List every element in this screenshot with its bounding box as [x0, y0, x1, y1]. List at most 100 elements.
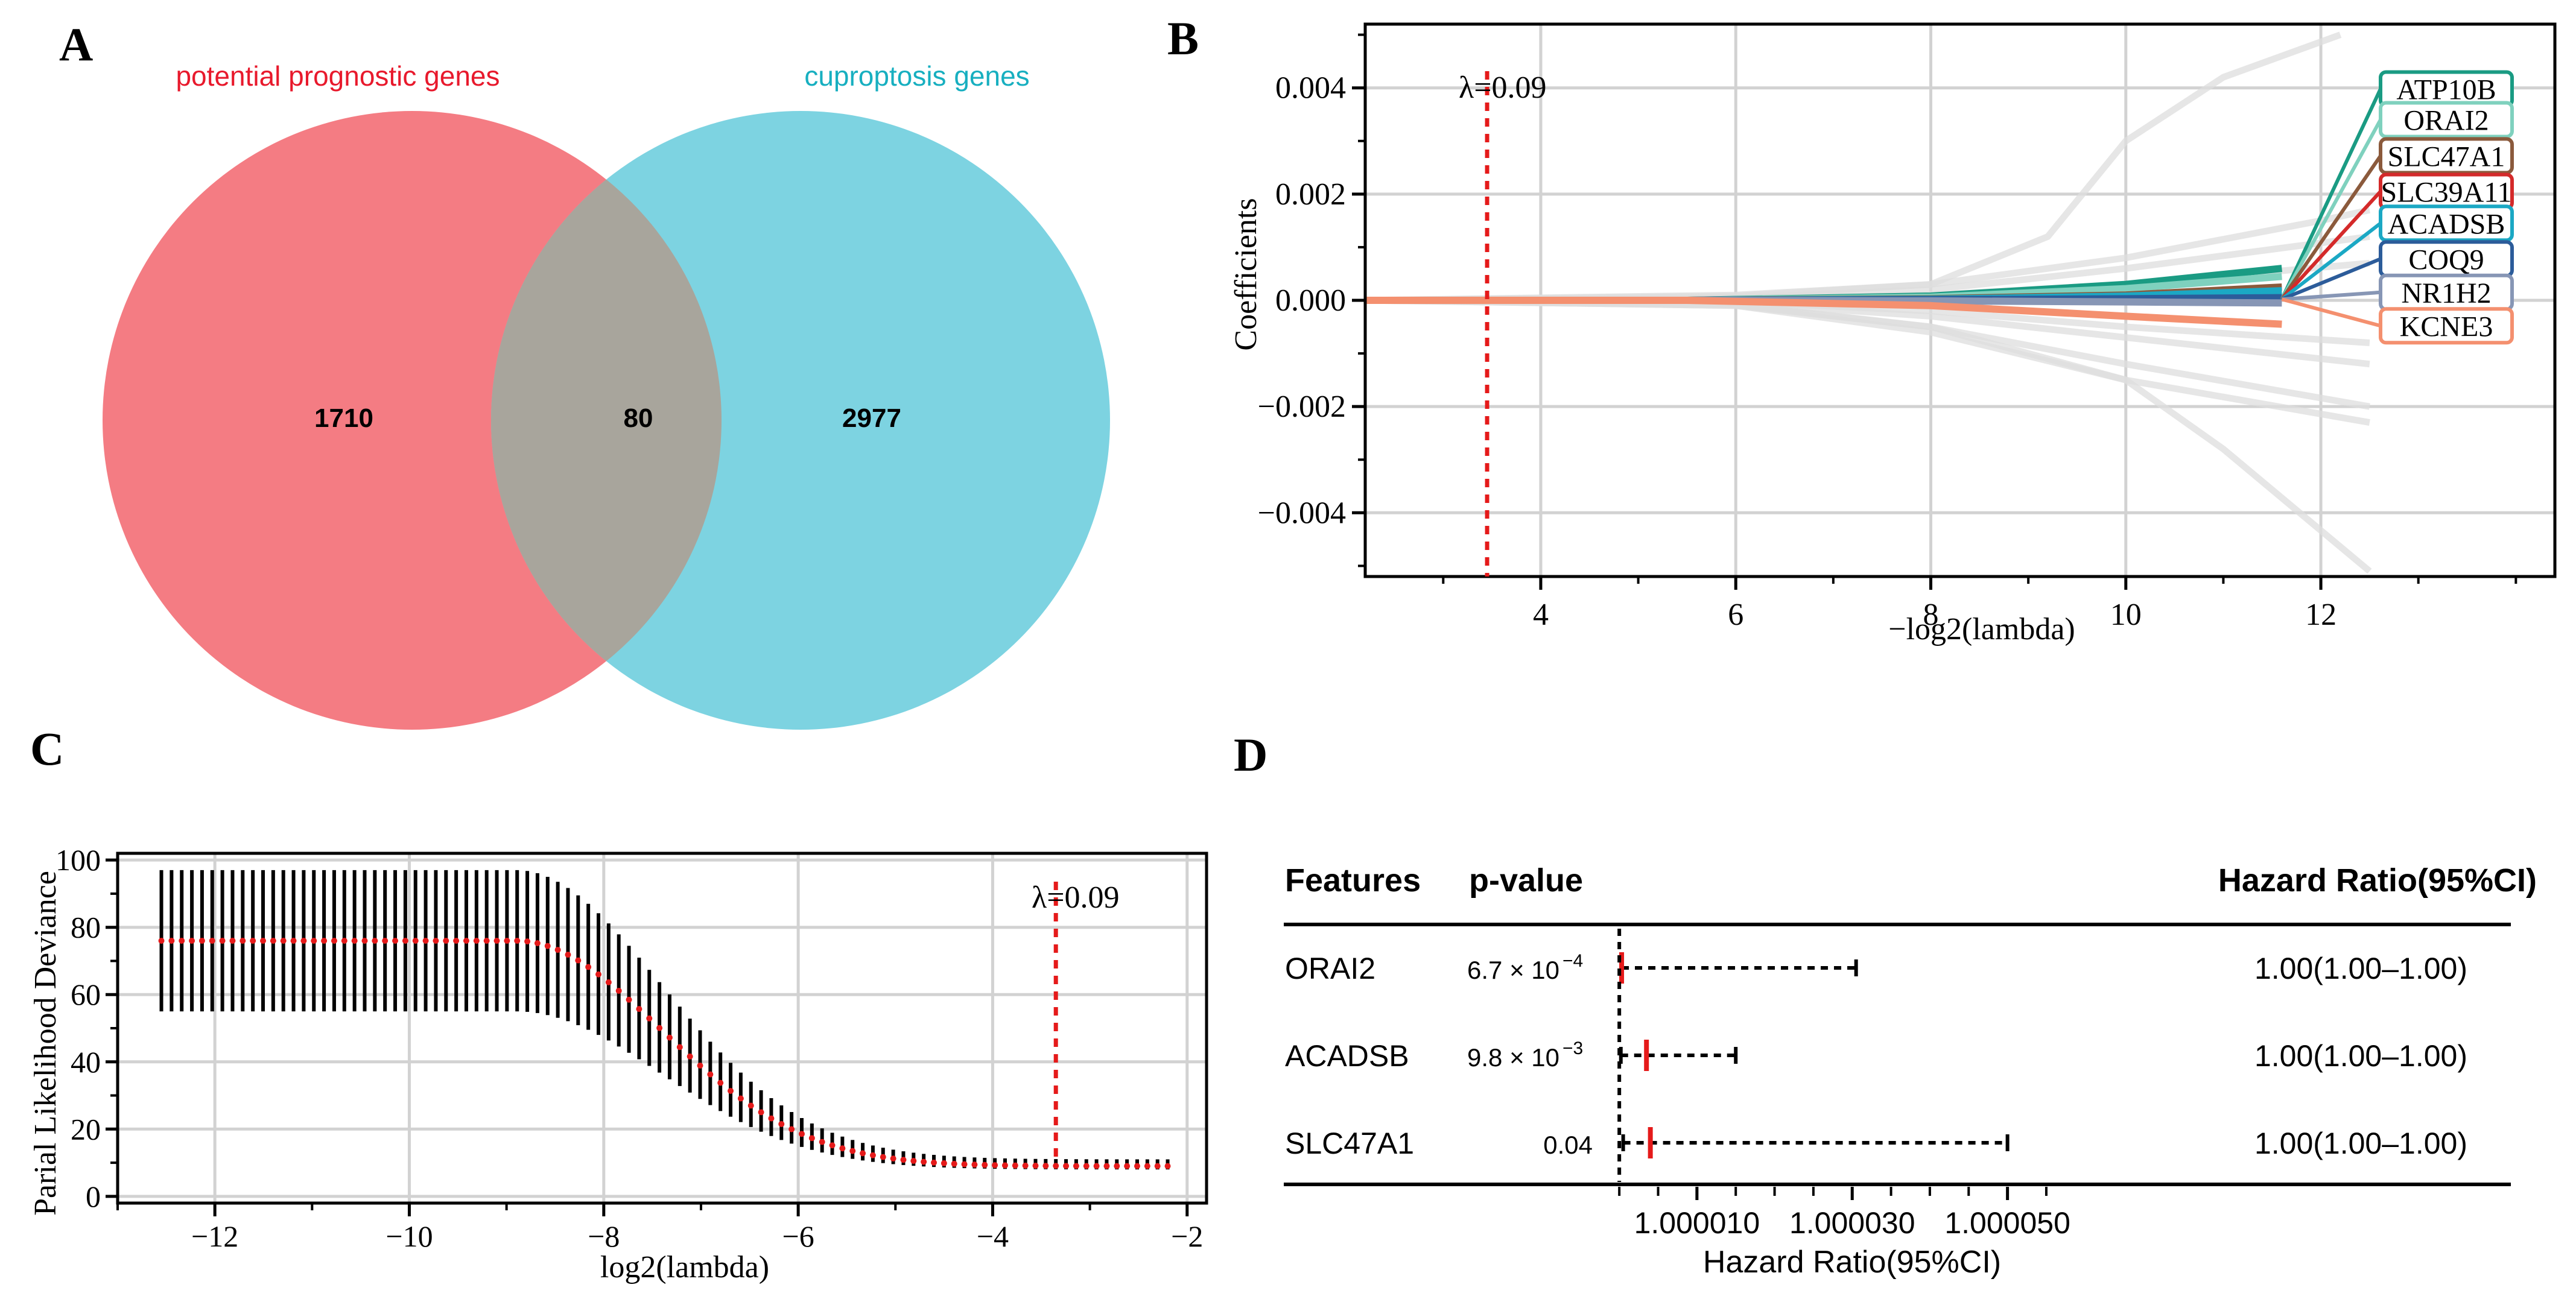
coef-label-slc47a1: SLC47A1	[2388, 141, 2505, 172]
cv-mean-point	[869, 1152, 876, 1158]
cv-mean-point	[1124, 1163, 1131, 1169]
cv-mean-point	[605, 979, 612, 985]
coef-label-leader	[2281, 257, 2382, 302]
coef-label-box	[2379, 101, 2514, 139]
coef-lambda-label: λ=0.09	[1459, 71, 1547, 105]
forest-hr-text: 1.00(1.00–1.00)	[2254, 1126, 2467, 1160]
cv-x-tick-label: −2	[1171, 1219, 1203, 1253]
cv-mean-point	[453, 938, 460, 944]
forest-p-exponent: −3	[1562, 1038, 1583, 1058]
forest-feature-name: SLC47A1	[1285, 1126, 1414, 1160]
cv-mean-point	[992, 1162, 998, 1169]
cv-mean-point	[737, 1095, 744, 1102]
forest-hr-text: 1.00(1.00–1.00)	[2254, 1039, 2467, 1073]
coef-label-kcne3: KCNE3	[2400, 311, 2493, 343]
coef-label-leader	[2280, 154, 2382, 300]
cv-mean-point	[1114, 1163, 1120, 1169]
cv-mean-point	[676, 1044, 683, 1051]
cv-y-tick-label: 0	[86, 1180, 101, 1213]
forest-header-pvalue: p-value	[1469, 862, 1583, 899]
cv-mean-point	[768, 1115, 775, 1122]
cv-grid	[118, 853, 1207, 1203]
cv-mean-point	[168, 938, 175, 944]
cv-mean-point	[158, 938, 165, 944]
cv-mean-point	[422, 938, 429, 944]
forest-p-value: 9.8 × 10	[1467, 1043, 1559, 1072]
cv-mean-point	[728, 1087, 734, 1094]
cv-y-tick-label: 100	[56, 843, 101, 877]
panel-b-coefficient-paths: B 4 6 8 10 12 −0.004 −0.002 0.000 0.002 0.004 λ=0…	[1167, 12, 2557, 646]
forest-rows: ORAI2 6.7 × 10 −4 1.00(1.00–1.00) ACADSB 9.8 …	[1285, 951, 2467, 1160]
cv-mean-point	[666, 1034, 673, 1041]
cv-mean-point	[1154, 1163, 1161, 1169]
cv-mean-point	[219, 938, 226, 944]
coef-x-tick-label: 8	[1923, 598, 1939, 632]
coef-label-box	[2379, 204, 2514, 242]
cv-mean-point	[443, 938, 449, 944]
cv-x-tick-label: −12	[191, 1219, 238, 1253]
coef-x-axis-title: −log2(lambda)	[1888, 612, 2075, 646]
cv-mean-point	[1083, 1163, 1090, 1169]
forest-p-value: 0.04	[1543, 1131, 1593, 1159]
cv-x-tick-label: −4	[977, 1219, 1009, 1253]
cv-mean-point	[1042, 1163, 1049, 1169]
cv-mean-point	[534, 940, 541, 946]
cv-mean-point	[758, 1109, 764, 1116]
cv-mean-point	[290, 938, 297, 944]
venn-intersection-count: 80	[624, 403, 653, 433]
cv-mean-point	[544, 943, 551, 949]
cv-mean-point	[351, 938, 358, 944]
cv-mean-point	[229, 938, 236, 944]
cv-mean-point	[463, 938, 469, 944]
cv-y-axis-title: Parial Likelihood Deviance	[28, 871, 63, 1216]
cv-mean-point	[707, 1071, 714, 1078]
coef-highlighted-paths	[1365, 265, 2283, 328]
cv-mean-point	[595, 971, 602, 978]
coef-label-coq9: COQ9	[2408, 244, 2484, 276]
panel-letter-d: D	[1234, 728, 1267, 781]
cv-mean-point	[524, 938, 531, 945]
cv-mean-point	[626, 996, 632, 1003]
coef-axes: 4 6 8 10 12 −0.004 −0.002 0.000 0.002 0.004	[1258, 33, 2517, 632]
cv-mean-point	[331, 938, 337, 944]
cv-mean-point	[717, 1079, 724, 1086]
cv-mean-point	[636, 1006, 642, 1013]
cv-mean-point	[209, 938, 215, 944]
venn-left-set-label: potential prognostic genes	[176, 60, 500, 92]
forest-p-exponent: −4	[1562, 951, 1583, 971]
coef-y-axis-title: Coefficients	[1229, 198, 1263, 350]
coef-label-box	[2379, 137, 2514, 175]
coef-background-path	[1365, 297, 2372, 574]
coef-label-leader	[2280, 88, 2382, 300]
cv-mean-point	[798, 1131, 805, 1137]
cv-mean-point	[951, 1160, 957, 1167]
cv-mean-point	[971, 1161, 978, 1168]
coef-label-leader	[2280, 119, 2382, 300]
coef-y-tick-label: 0.004	[1275, 71, 1346, 106]
cv-error-bars	[159, 870, 1170, 1170]
coef-background-path	[1365, 297, 2370, 410]
cv-mean-point	[311, 938, 317, 944]
panel-letter-c: C	[30, 722, 64, 775]
cv-mean-point	[402, 938, 408, 944]
cv-y-tick-label: 60	[71, 978, 101, 1011]
cv-mean-point	[1164, 1163, 1171, 1169]
cv-mean-point	[687, 1053, 693, 1060]
cv-mean-point	[1073, 1163, 1079, 1169]
cv-mean-point	[656, 1025, 663, 1031]
cv-mean-point	[1001, 1162, 1008, 1169]
coef-x-tick-label: 10	[2110, 598, 2142, 632]
cv-mean-point	[615, 987, 622, 994]
cv-mean-point	[321, 938, 328, 944]
cv-mean-point	[372, 938, 378, 944]
venn-right-set-label: cuproptosis genes	[804, 60, 1029, 92]
venn-overlap	[491, 111, 722, 730]
forest-x-axis: 1.000010 1.000030 1.000050	[1618, 1187, 2070, 1240]
cv-mean-point	[931, 1159, 937, 1166]
forest-x-tick-label: 1.000050	[1944, 1206, 2070, 1240]
cv-mean-point	[260, 938, 267, 944]
cv-mean-points	[158, 938, 1171, 1169]
coef-label-box	[2379, 307, 2514, 345]
cv-mean-point	[921, 1158, 927, 1165]
